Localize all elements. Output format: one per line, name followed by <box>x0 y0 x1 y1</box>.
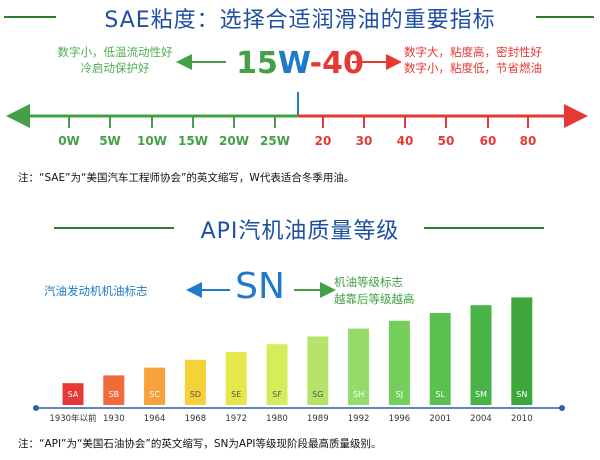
api-year-label: 1930 <box>103 414 125 424</box>
winter-tick-label: 20W <box>219 134 249 148</box>
sae-note: 注：“SAE”为“美国汽车工程师协会”的英文缩写，W代表适合冬季用油。 <box>18 172 355 184</box>
winter-tick-label: 5W <box>99 134 121 148</box>
summer-tick-label: 60 <box>480 134 497 148</box>
api-bar-label: SN <box>516 390 527 399</box>
sae-left-line-2: 冷启动保护好 <box>80 61 150 75</box>
api-bar-label: SC <box>149 390 160 399</box>
winter-tick-label: 10W <box>137 134 167 148</box>
sae-left-line-1: 数字小，低温流动性好 <box>57 45 173 59</box>
winter-tick-label: 15W <box>178 134 208 148</box>
api-bar-label: SB <box>109 390 120 399</box>
api-bar <box>429 313 451 405</box>
api-bar-label: SJ <box>396 390 403 399</box>
api-bar <box>103 375 125 405</box>
api-axis-end-dot <box>559 405 565 411</box>
api-bar-label: SD <box>190 390 201 399</box>
api-year-label: 2010 <box>511 414 533 424</box>
api-bar-label: SH <box>353 390 364 399</box>
api-bar <box>470 305 492 405</box>
api-title-rule-right <box>424 227 544 229</box>
api-year-label: 1996 <box>389 414 411 424</box>
api-year-label: 1968 <box>185 414 207 424</box>
api-bar <box>225 352 247 405</box>
sae-right-line-1: 数字大，粘度高，密封性好 <box>404 45 542 59</box>
api-grade: SN <box>235 266 285 307</box>
api-left-label: 汽油发动机机油标志 <box>44 284 148 298</box>
api-bar-label: SM <box>475 390 487 399</box>
api-bar-label: SG <box>312 390 323 399</box>
sae-title: SAE粘度：选择合适润滑油的重要指标 <box>104 8 496 33</box>
api-bar <box>388 320 410 405</box>
api-bar <box>184 359 206 405</box>
api-right-line-2: 越靠后等级越高 <box>334 292 415 306</box>
sae-right-line-2: 数字小，粘度低，节省燃油 <box>404 61 542 75</box>
api-bar-label: SE <box>231 390 241 399</box>
api-bar <box>511 297 533 405</box>
api-year-label: 1980 <box>266 414 288 424</box>
title-rule-right <box>536 16 594 18</box>
api-bar <box>62 383 84 405</box>
summer-tick-label: 20 <box>315 134 332 148</box>
api-bar-label: SA <box>68 390 79 399</box>
summer-tick-label: 30 <box>356 134 373 148</box>
sae-grade-15: 15 <box>236 46 278 81</box>
summer-tick-label: 80 <box>520 134 537 148</box>
api-note: 注：“API”为“美国石油协会”的英文缩写，SN为API等级现阶段最高质量级别。 <box>18 438 382 450</box>
api-axis-start-dot <box>33 405 39 411</box>
winter-tick-label: 0W <box>58 134 80 148</box>
api-bar <box>266 344 288 405</box>
api-title: API汽机油质量等级 <box>200 219 400 244</box>
api-bar <box>144 367 166 405</box>
api-year-label: 2004 <box>470 414 492 424</box>
api-year-label: 1989 <box>307 414 329 424</box>
sae-left-text: 数字小，低温流动性好 冷启动保护好 <box>50 44 180 76</box>
api-year-label: 1964 <box>144 414 166 424</box>
summer-tick-label: 50 <box>438 134 455 148</box>
sae-scale: 0W 5W 10W 15W 20W 25W 20 30 40 50 60 80 <box>6 54 588 148</box>
api-bar <box>307 336 329 405</box>
api-right-text: 机油等级标志 越靠后等级越高 <box>334 274 415 308</box>
api-year-label: 1930年以前 <box>49 413 97 424</box>
api-year-label: 2001 <box>429 414 451 424</box>
api-year-label: 1972 <box>225 414 247 424</box>
sae-right-text: 数字大，粘度高，密封性好 数字小，粘度低，节省燃油 <box>404 44 542 76</box>
winter-tick-label: 25W <box>260 134 290 148</box>
summer-tick-label: 40 <box>397 134 414 148</box>
api-chart: SA 1930年以前 SB 1930 SC 1964 SD 1968 SE 1972 SF 1980 S… <box>33 282 565 424</box>
api-year-label: 1992 <box>348 414 370 424</box>
sae-grade-40: -40 <box>309 46 364 81</box>
api-bar-label: SF <box>272 390 282 399</box>
api-right-line-1: 机油等级标志 <box>334 275 403 289</box>
api-bar <box>348 328 370 405</box>
title-rule-left <box>4 16 56 18</box>
api-bar-label: SL <box>435 390 445 399</box>
sae-grade-w: W <box>277 46 310 81</box>
api-title-rule-left <box>54 227 174 229</box>
sae-grade: 15W-40 <box>230 46 370 81</box>
